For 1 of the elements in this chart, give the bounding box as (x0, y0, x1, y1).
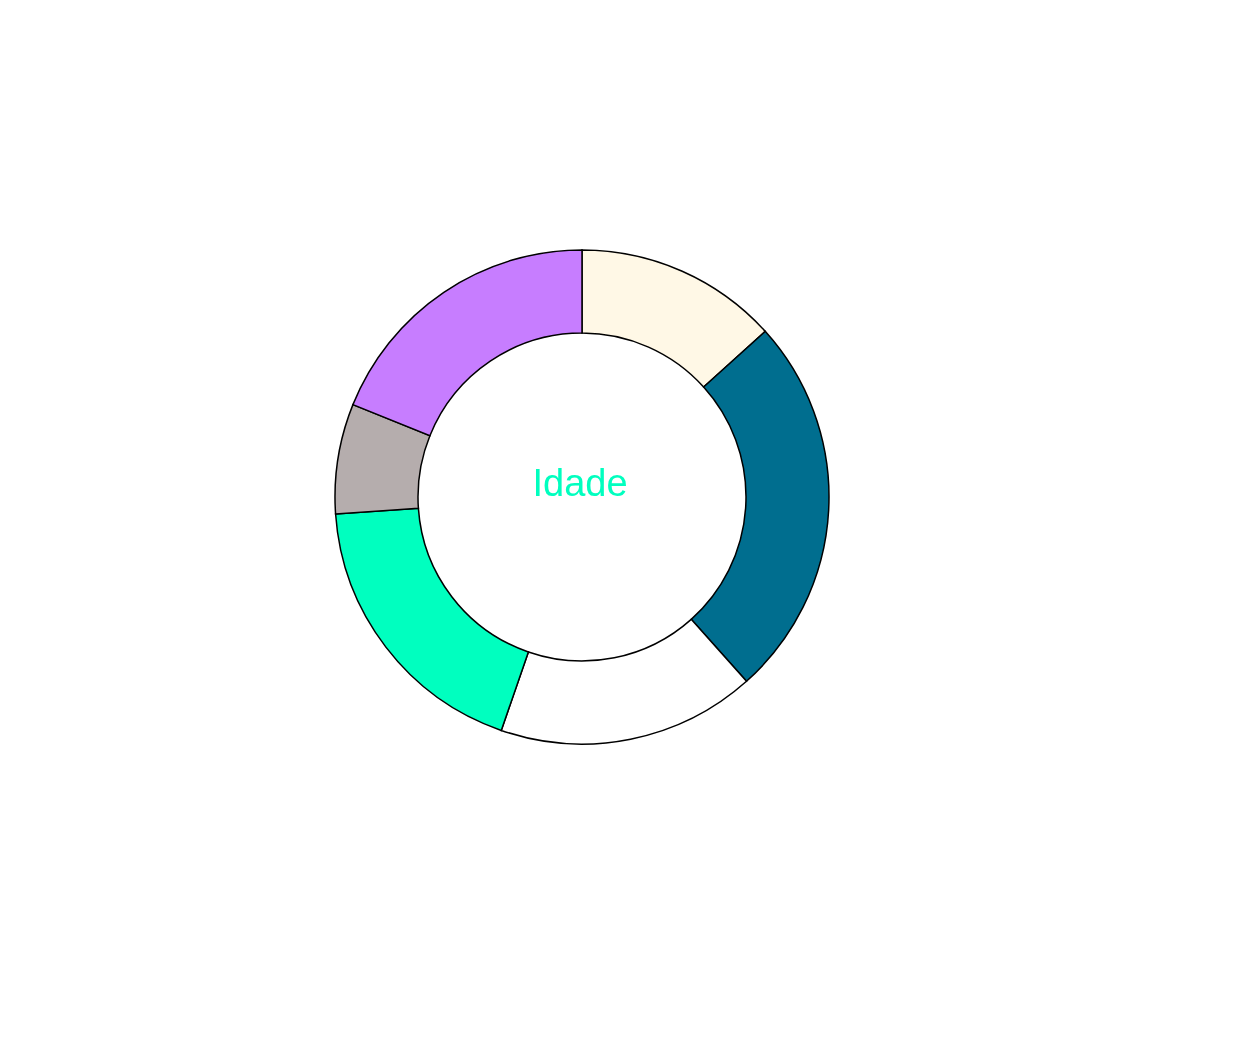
text: Idade (532, 462, 628, 504)
